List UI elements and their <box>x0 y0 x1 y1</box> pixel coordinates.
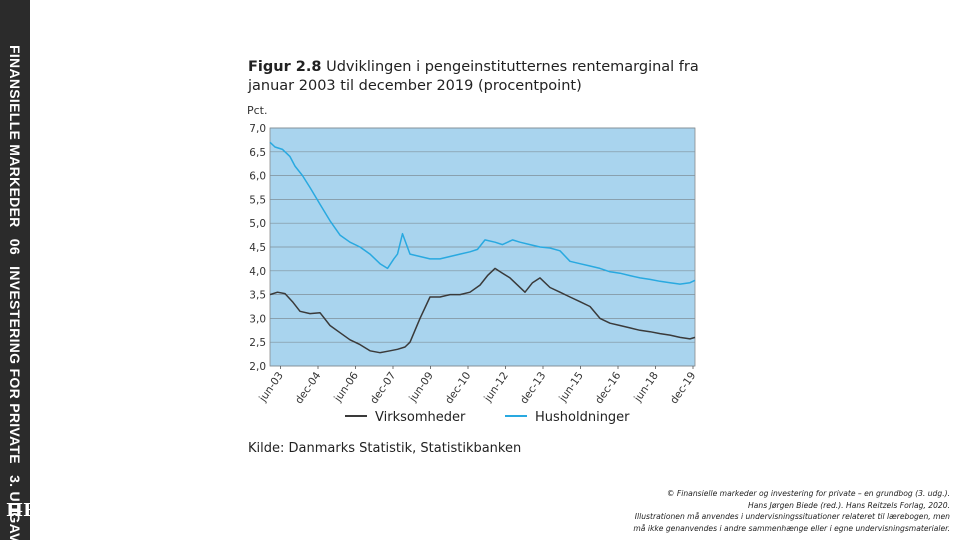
legend: Virksomheder Husholdninger <box>345 410 630 425</box>
x-tick-label: jun-03 <box>256 370 286 405</box>
legend-label-virksomheder: Virksomheder <box>375 410 466 425</box>
x-tick-label: dec-04 <box>293 370 324 407</box>
sidebar-title-part2: INVESTERING FOR PRIVATE <box>7 266 23 464</box>
y-tick-label: 4,0 <box>249 266 266 278</box>
y-tick-label: 6,0 <box>249 171 266 183</box>
x-tick-label: dec-16 <box>593 370 624 407</box>
book-spine-title: FINANSIELLE MARKEDER 06 INVESTERING FOR … <box>7 45 23 559</box>
copyright-notice: © Finansielle markeder og investering fo… <box>590 488 950 534</box>
publisher-logo: H̶R <box>6 500 38 521</box>
y-tick-label: 5,5 <box>249 194 266 206</box>
y-tick-label: 3,5 <box>249 290 266 302</box>
y-tick-label: 2,0 <box>249 361 266 373</box>
series-line-virksomheder <box>269 267 696 354</box>
y-tick-label: 5,0 <box>249 218 266 230</box>
x-tick-label: dec-07 <box>368 370 399 406</box>
figure-label: Figur 2.8 <box>248 59 322 75</box>
copyright-line-3: Illustrationen må anvendes i undervisnin… <box>634 512 950 521</box>
series-line-husholdninger <box>269 141 696 285</box>
x-tick-label: jun-09 <box>406 370 436 405</box>
figure-source: Kilde: Danmarks Statistik, Statistikbank… <box>248 441 522 456</box>
series-lines <box>269 141 696 354</box>
y-axis-ticks: 2,0 2,5 3,0 3,5 4,0 4,5 5,0 5,5 6,0 6,5 7,0 <box>249 123 266 373</box>
y-tick-label: 7,0 <box>249 123 266 135</box>
copyright-line-1: © Finansielle markeder og investering fo… <box>666 489 950 498</box>
x-tick-label: dec-10 <box>443 370 474 406</box>
x-tick-label: jun-15 <box>556 370 586 405</box>
x-tick-label: jun-06 <box>331 370 361 405</box>
y-tick-label: 6,5 <box>249 147 266 159</box>
legend-label-husholdninger: Husholdninger <box>535 410 630 425</box>
x-tick-label: dec-19 <box>668 370 699 406</box>
y-axis-label: Pct. <box>247 104 268 117</box>
figure-title: Udviklingen i pengeinstitutternes rentem… <box>248 59 699 94</box>
figure-heading: Figur 2.8 Udviklingen i pengeinstitutter… <box>248 58 718 96</box>
y-tick-label: 4,5 <box>249 242 266 254</box>
book-sidebar: FINANSIELLE MARKEDER 06 INVESTERING FOR … <box>0 0 38 552</box>
x-axis-ticks: jun-03 dec-04 jun-06 dec-07 jun-09 dec-10 jun-… <box>256 366 698 406</box>
x-tick-label: jun-18 <box>631 370 661 405</box>
grid-lines <box>270 127 695 367</box>
y-tick-label: 3,0 <box>249 313 266 325</box>
y-tick-label: 2,5 <box>249 337 266 349</box>
x-tick-label: jun-12 <box>481 370 511 405</box>
line-chart: Pct. 2,0 2,5 3,0 3,5 4,0 4,5 5,0 5,5 6,0 6,5 7,0 j… <box>247 104 698 425</box>
copyright-line-2: Hans Jørgen Biede (red.). Hans Reitzels … <box>748 500 950 510</box>
sidebar-title-part1: FINANSIELLE MARKEDER <box>7 45 23 228</box>
x-tick-label: dec-13 <box>518 370 549 406</box>
copyright-line-4: må ikke genanvendes i andre sammenhænge … <box>633 523 950 533</box>
sidebar-edition-number: 06 <box>7 238 23 255</box>
